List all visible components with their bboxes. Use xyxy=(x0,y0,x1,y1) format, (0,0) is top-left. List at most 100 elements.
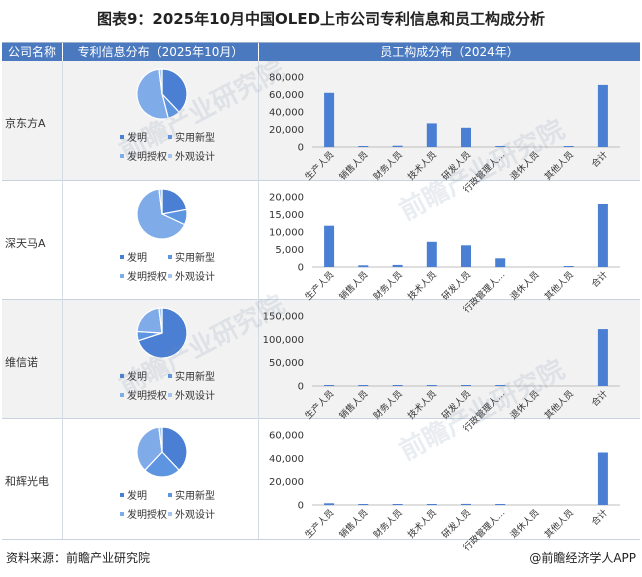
bar xyxy=(324,225,335,267)
x-tick-label: 生产人员 xyxy=(302,149,336,183)
pie-slice xyxy=(144,451,180,478)
x-tick-label: 合计 xyxy=(589,388,610,409)
x-tick-label: 销售人员 xyxy=(336,388,370,422)
pie-slice xyxy=(158,188,163,215)
pie-slice xyxy=(136,188,186,240)
bar xyxy=(426,385,437,386)
table-row: 京东方A xyxy=(2,61,640,181)
legend-label: 发明授权 xyxy=(127,270,167,283)
x-tick-label: 其他人员 xyxy=(542,149,576,183)
x-tick-label: 财务人员 xyxy=(371,507,405,541)
pie-slice xyxy=(158,307,163,334)
data-table: 公司名称 专利信息分布（2025年10月） 员工构成分布（2024年） 京东方A… xyxy=(2,42,640,553)
x-tick-label: 退休人员 xyxy=(508,507,542,541)
bar xyxy=(392,145,403,147)
bar xyxy=(495,504,506,505)
bar xyxy=(392,385,403,386)
bar xyxy=(597,204,608,267)
x-tick-label: 研发人员 xyxy=(439,269,473,303)
x-tick-label: 技术人员 xyxy=(405,269,439,303)
legend-swatch xyxy=(168,255,172,259)
x-tick-label: 其他人员 xyxy=(542,388,576,422)
pie-slice xyxy=(158,68,163,95)
x-tick-label: 研发人员 xyxy=(439,149,473,183)
pie-slice xyxy=(161,426,188,472)
bar xyxy=(563,146,574,147)
y-tick-label: 0 xyxy=(298,501,304,512)
pie-slice xyxy=(136,307,163,334)
y-tick-label: 0 xyxy=(298,382,304,393)
y-tick-label: 20,000 xyxy=(269,477,304,488)
table-row: 维信诺 xyxy=(2,300,640,419)
y-tick-label: 40,000 xyxy=(269,454,304,465)
legend-label: 外观设计 xyxy=(175,270,215,283)
bar xyxy=(597,329,608,386)
x-tick-label: 销售人员 xyxy=(336,269,370,303)
legend-label: 发明 xyxy=(127,131,147,144)
y-tick-label: 150,000 xyxy=(263,312,304,323)
y-tick-label: 80,000 xyxy=(269,73,304,84)
legend-label: 实用新型 xyxy=(175,251,215,264)
bar xyxy=(358,504,369,505)
bar xyxy=(426,504,437,505)
bar xyxy=(392,264,403,267)
x-tick-label: 技术人员 xyxy=(405,507,439,541)
legend-label: 发明授权 xyxy=(127,150,167,163)
legend-swatch xyxy=(120,512,124,516)
x-tick-label: 其他人员 xyxy=(542,269,576,303)
header-company: 公司名称 xyxy=(2,43,62,61)
y-tick-label: 40,000 xyxy=(269,108,304,119)
brand-note: @前瞻经济学人APP xyxy=(529,551,636,565)
bar xyxy=(324,503,335,506)
legend-swatch xyxy=(120,274,124,278)
y-tick-label: 60,000 xyxy=(269,431,304,442)
x-tick-label: 退休人员 xyxy=(508,269,542,303)
x-tick-label: 合计 xyxy=(589,507,610,528)
y-tick-label: 15,000 xyxy=(269,210,304,221)
legend-swatch xyxy=(168,393,172,397)
x-tick-label: 研发人员 xyxy=(439,388,473,422)
legend-label: 实用新型 xyxy=(175,370,215,383)
bar xyxy=(597,452,608,505)
y-tick-label: 0 xyxy=(298,263,304,274)
x-tick-label: 财务人员 xyxy=(371,149,405,183)
legend-label: 外观设计 xyxy=(175,508,215,521)
legend-swatch xyxy=(120,255,124,259)
x-tick-label: 销售人员 xyxy=(336,507,370,541)
x-tick-label: 技术人员 xyxy=(405,388,439,422)
legend-label: 实用新型 xyxy=(175,489,215,502)
pie-slice xyxy=(136,426,163,472)
y-tick-label: 0 xyxy=(298,143,304,154)
legend-label: 发明 xyxy=(127,251,147,264)
header-patent: 专利信息分布（2025年10月） xyxy=(63,43,258,61)
x-tick-label: 研发人员 xyxy=(439,507,473,541)
company-name: 和辉光电 xyxy=(5,475,49,488)
legend-swatch xyxy=(120,374,124,378)
x-tick-label: 技术人员 xyxy=(405,149,439,183)
y-tick-label: 20,000 xyxy=(269,125,304,136)
x-tick-label: 财务人员 xyxy=(371,388,405,422)
x-tick-label: 生产人员 xyxy=(302,507,336,541)
pie-slice xyxy=(161,68,188,114)
legend-label: 发明授权 xyxy=(127,389,167,402)
legend-swatch xyxy=(168,154,172,158)
bar xyxy=(426,123,437,147)
column-divider xyxy=(62,61,63,539)
x-tick-label: 其他人员 xyxy=(542,507,576,541)
x-tick-label: 合计 xyxy=(589,149,610,170)
y-tick-label: 20,000 xyxy=(269,193,304,204)
bar xyxy=(461,385,471,386)
bar xyxy=(461,127,471,148)
x-tick-label: 生产人员 xyxy=(302,269,336,303)
legend-swatch xyxy=(168,374,172,378)
header-staff: 员工构成分布（2024年） xyxy=(259,43,640,61)
bar xyxy=(495,385,506,386)
legend-swatch xyxy=(168,493,172,497)
bar xyxy=(358,146,369,147)
y-tick-label: 60,000 xyxy=(269,90,304,101)
legend-label: 发明授权 xyxy=(127,508,167,521)
pie-slice xyxy=(161,188,188,215)
bar xyxy=(358,385,369,386)
bar xyxy=(461,503,471,505)
